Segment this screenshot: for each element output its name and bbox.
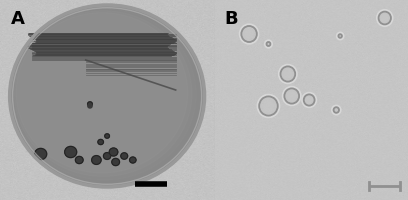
Circle shape [112, 158, 120, 166]
Ellipse shape [334, 107, 339, 113]
Ellipse shape [266, 42, 271, 46]
Circle shape [98, 139, 104, 145]
Ellipse shape [242, 26, 257, 42]
Circle shape [121, 153, 128, 159]
Circle shape [10, 5, 204, 187]
Ellipse shape [306, 97, 313, 103]
Circle shape [109, 148, 118, 156]
Circle shape [75, 156, 83, 164]
Circle shape [13, 9, 196, 180]
Circle shape [15, 11, 192, 176]
Circle shape [16, 13, 188, 173]
Ellipse shape [338, 34, 342, 38]
Ellipse shape [287, 91, 296, 101]
Ellipse shape [379, 12, 391, 24]
Ellipse shape [280, 66, 295, 82]
Circle shape [65, 146, 77, 158]
Text: B: B [224, 10, 237, 28]
Circle shape [105, 134, 109, 138]
Ellipse shape [284, 69, 292, 79]
Circle shape [10, 5, 204, 187]
Ellipse shape [339, 35, 341, 37]
Circle shape [11, 7, 200, 183]
Ellipse shape [304, 94, 315, 106]
Ellipse shape [244, 29, 254, 39]
Ellipse shape [263, 100, 274, 112]
Circle shape [88, 104, 92, 108]
Circle shape [35, 148, 47, 160]
Ellipse shape [259, 96, 278, 116]
Circle shape [88, 102, 92, 106]
Circle shape [130, 157, 136, 163]
Ellipse shape [335, 108, 338, 112]
Circle shape [92, 156, 101, 164]
Ellipse shape [381, 14, 388, 22]
Ellipse shape [284, 88, 299, 104]
Text: A: A [11, 10, 24, 28]
Circle shape [104, 153, 111, 159]
Ellipse shape [267, 43, 270, 45]
